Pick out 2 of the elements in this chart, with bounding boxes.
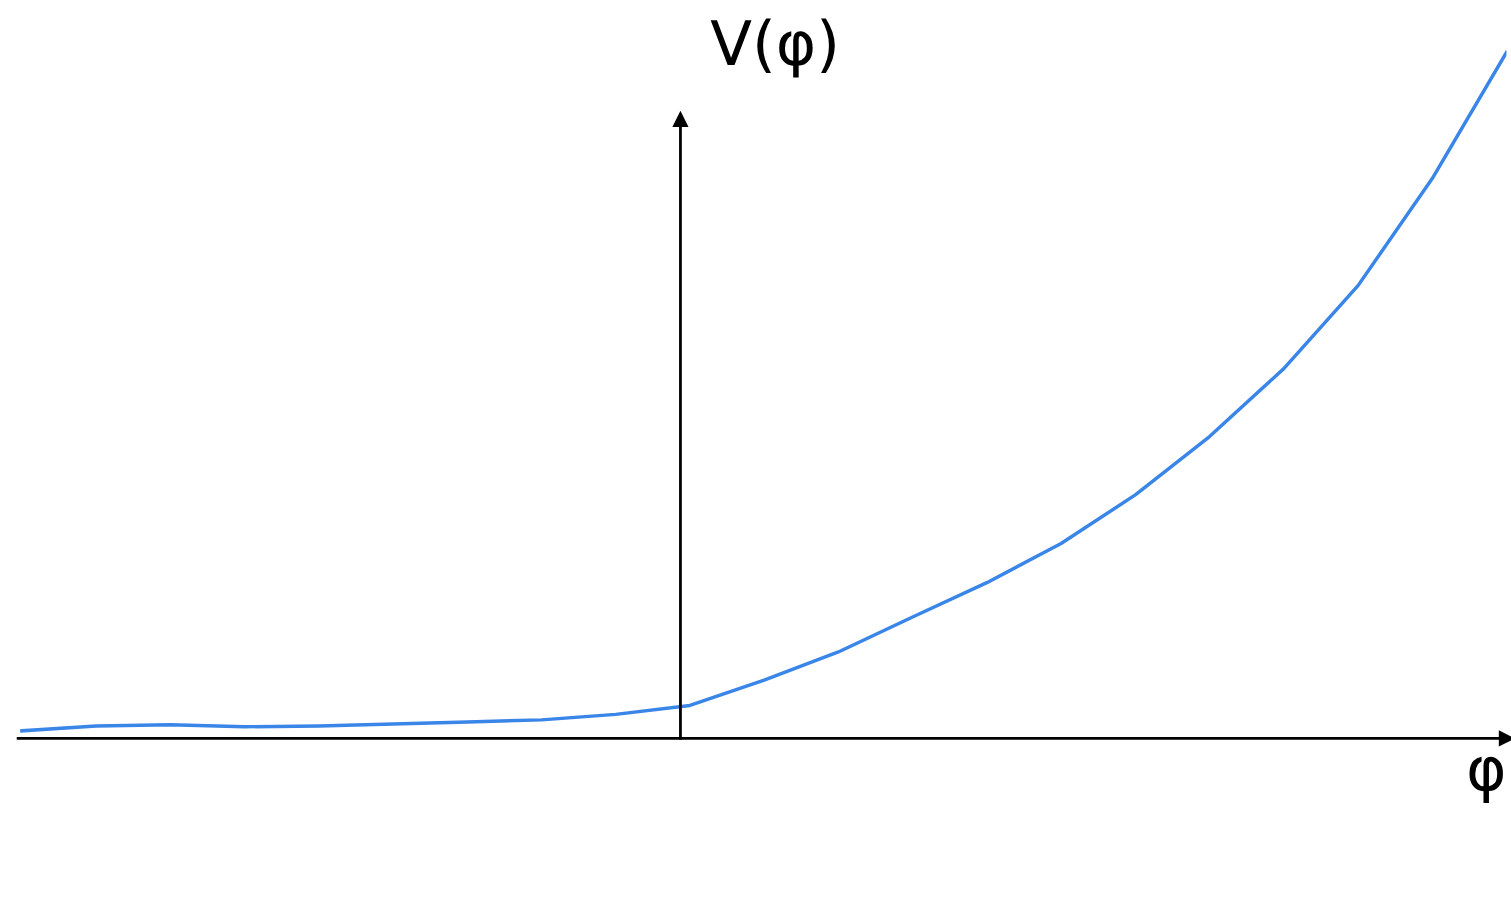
- y-axis-title: V(φ): [710, 18, 835, 78]
- x-axis-title: φ: [1469, 756, 1503, 804]
